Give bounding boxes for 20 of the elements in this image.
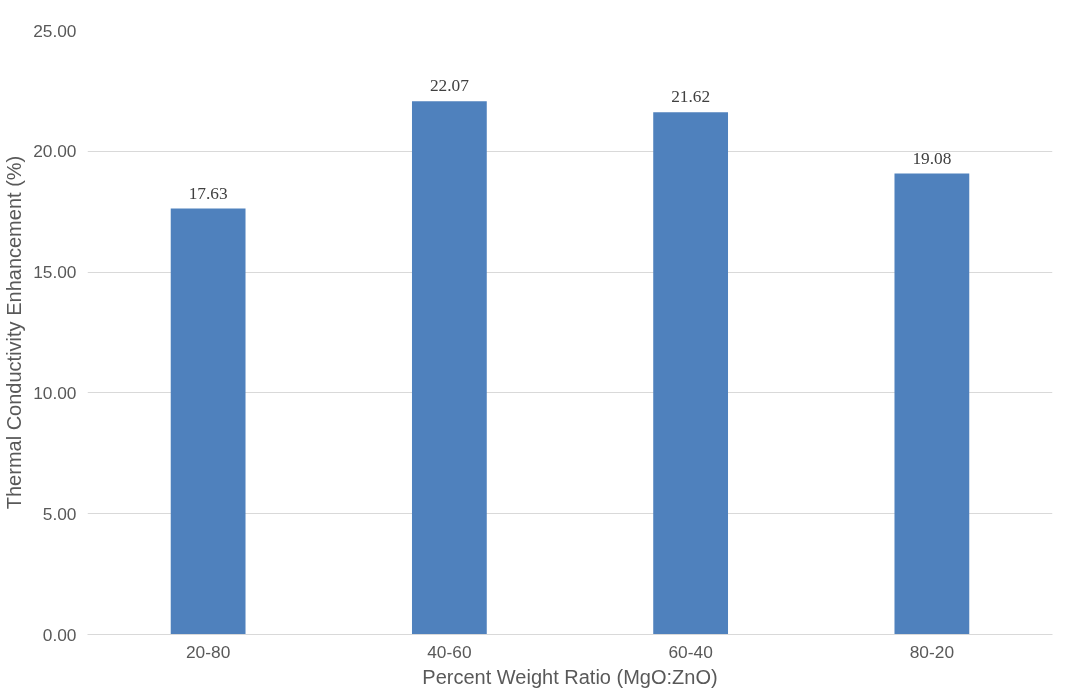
- y-tick-label: 20.00: [33, 141, 77, 162]
- bar: [411, 101, 487, 635]
- y-axis-title: Thermal Conductivity Enhancement (%): [3, 155, 26, 510]
- x-tick-label: 80-20: [909, 641, 955, 662]
- x-tick-label: 20-80: [185, 641, 231, 662]
- y-tick-label: 25.00: [33, 20, 77, 41]
- y-tick-label: 5.00: [42, 503, 77, 524]
- x-tick-label: 40-60: [427, 641, 472, 662]
- x-tick-label: 60-40: [668, 641, 713, 662]
- data-label: 22.07: [429, 76, 470, 96]
- data-label: 19.08: [912, 148, 952, 168]
- bar: [894, 173, 970, 635]
- y-tick-label: 10.00: [33, 382, 77, 403]
- bar: [170, 208, 246, 635]
- data-label: 21.62: [671, 87, 711, 107]
- y-tick-label: 0.00: [42, 624, 77, 645]
- x-axis-title: Percent Weight Ratio (MgO:ZnO): [422, 665, 718, 688]
- y-tick-label: 15.00: [33, 262, 77, 283]
- bar: [653, 112, 729, 635]
- data-label: 17.63: [188, 183, 228, 203]
